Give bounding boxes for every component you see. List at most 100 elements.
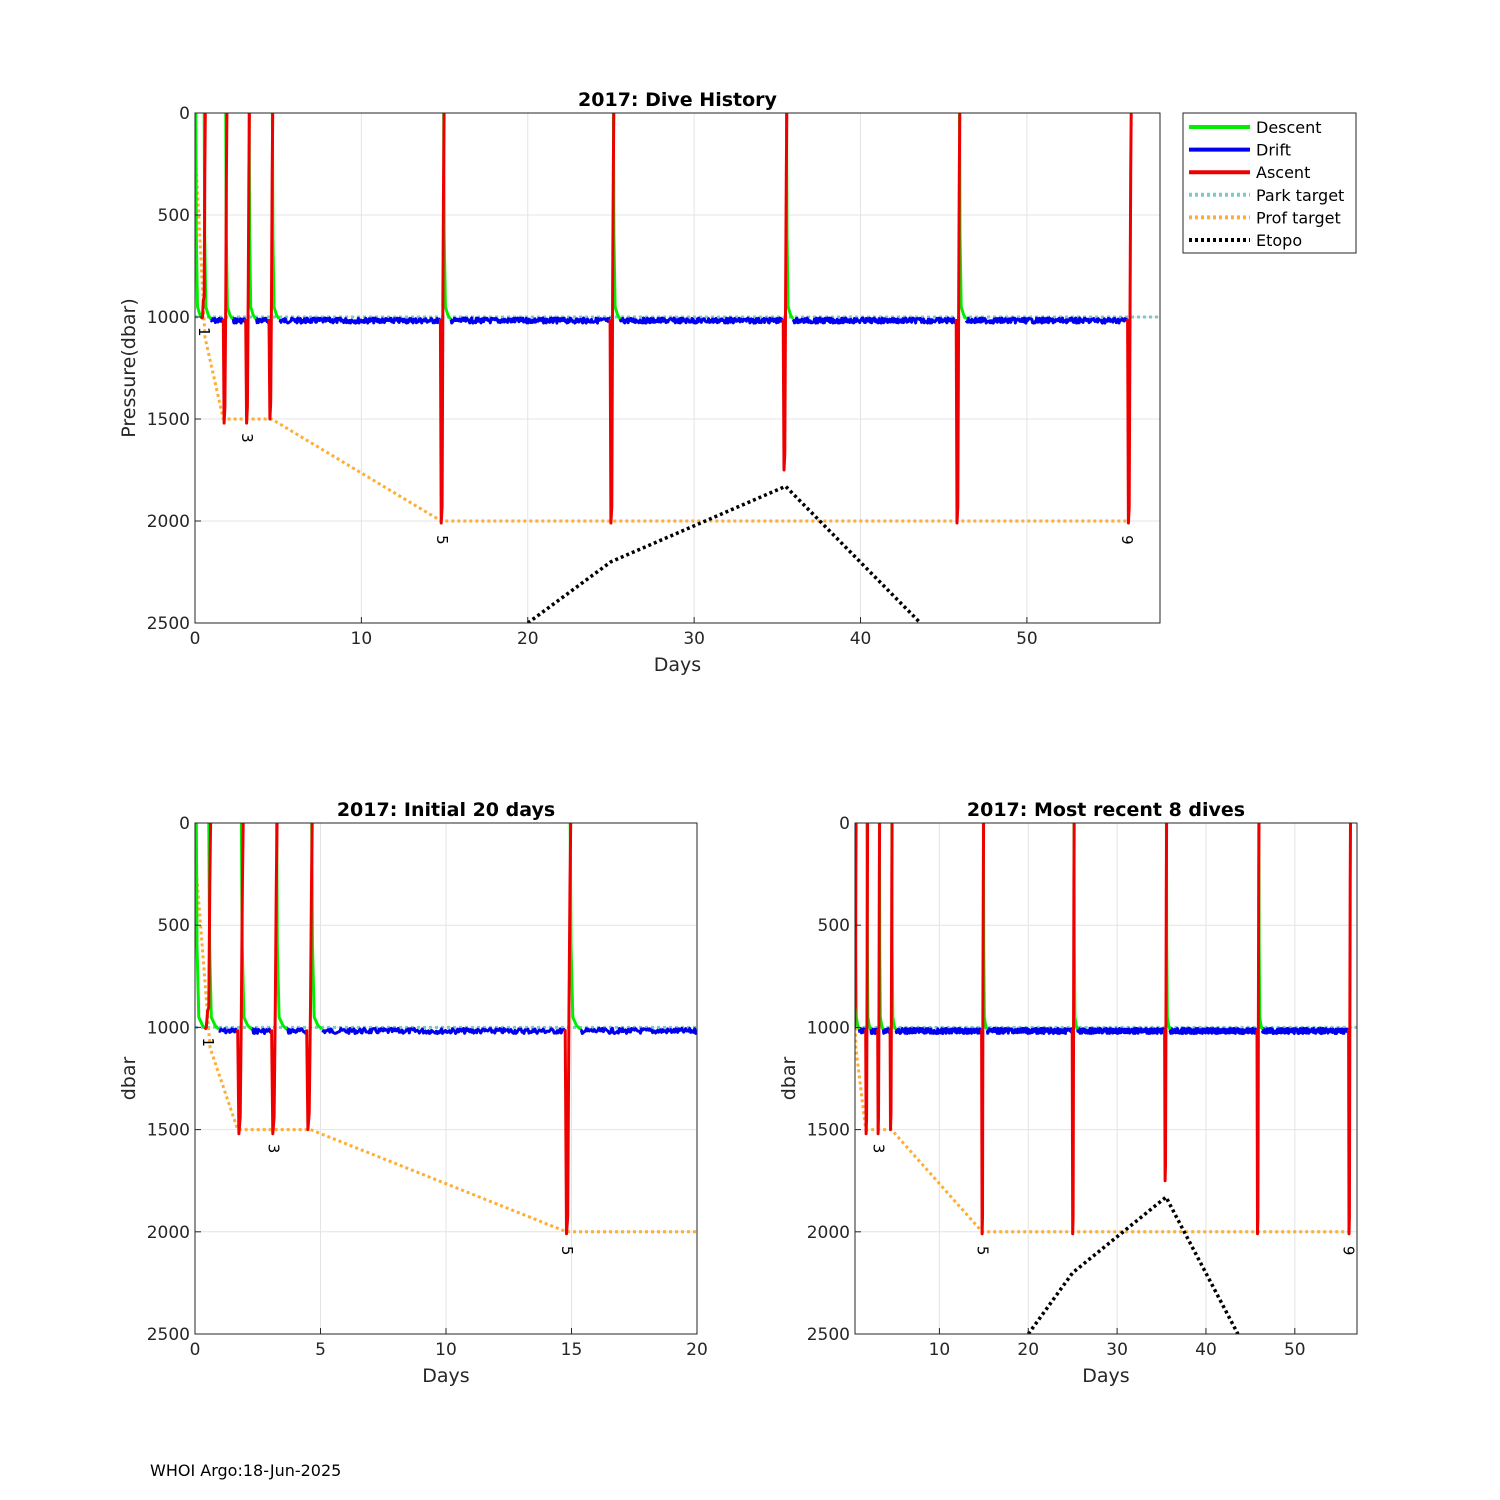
plot-area (855, 823, 1357, 1334)
drift-segment (231, 316, 248, 325)
x-axis-label: Days (654, 654, 701, 676)
x-tick-label: 20 (686, 1340, 708, 1360)
drift-segment (1076, 1026, 1167, 1035)
ascent-segment (200, 113, 207, 320)
dive-number-label: 1 (195, 327, 213, 337)
y-axis-label: dbar (778, 1057, 800, 1101)
y-axis-label: Pressure(dbar) (118, 298, 140, 438)
y-tick-label: 2500 (147, 614, 190, 634)
legend-label: Ascent (1256, 163, 1310, 182)
x-tick-label: 5 (315, 1340, 326, 1360)
ascent-segment (270, 823, 279, 1136)
dive-history-chart: 135 90 10 20 30 40 50050010001500200025002017:… (118, 89, 1161, 676)
dive-number-label: 9 (1118, 535, 1136, 545)
y-tick-label: 2000 (807, 1223, 850, 1243)
etopo-line (1026, 1195, 1240, 1334)
ascent-segment (1070, 823, 1076, 1236)
ascent-segment (954, 113, 962, 525)
descent-segment (611, 113, 622, 320)
ascent-segment (864, 823, 870, 1136)
x-tick-label: 10 (929, 1340, 951, 1360)
drift-segment (1168, 1026, 1259, 1035)
x-tick-label: 50 (1016, 629, 1038, 649)
axes-frame (194, 112, 1161, 624)
x-tick-label: 30 (683, 629, 705, 649)
dive-number-label: 9 (1340, 1246, 1358, 1256)
y-tick-label: 0 (179, 104, 190, 124)
dive-number-label: 5 (974, 1246, 992, 1256)
x-tick-label: 10 (435, 1340, 457, 1360)
descent-segment (247, 113, 257, 320)
drift-segment (964, 316, 1129, 325)
ascent-segment (244, 113, 251, 425)
drift-segment (285, 1027, 309, 1035)
ascent-segment (1163, 823, 1169, 1183)
drift-segment (791, 316, 958, 325)
ascent-segment (980, 823, 986, 1236)
dive-number-label: 3 (870, 1144, 888, 1154)
dive-number-label: 1 (199, 1037, 217, 1047)
descent-segment (568, 823, 582, 1031)
x-tick-label: 40 (850, 629, 872, 649)
drift-segment (1260, 1026, 1350, 1035)
ascent-segment (305, 823, 314, 1132)
drift-segment (1358, 1028, 1500, 1033)
ascent-segment (438, 113, 446, 525)
ascent-segment (781, 113, 789, 472)
descent-segment (785, 113, 795, 320)
y-tick-label: 1000 (147, 1018, 190, 1038)
chart-title: 2017: Most recent 8 dives (967, 799, 1245, 821)
y-axis-label: dbar (118, 1057, 140, 1101)
grid-lines (194, 112, 1160, 624)
drift-segment (254, 316, 271, 325)
y-tick-label: 1500 (807, 1121, 850, 1141)
prof-target-line (195, 143, 1131, 523)
chart-legend: Descent Drift Ascent Park target Prof target… (1182, 112, 1357, 254)
chart-title: 2017: Initial 20 days (337, 799, 555, 821)
ascent-segment (888, 823, 894, 1132)
drift-segment (985, 1026, 1074, 1035)
y-tick-label: 500 (158, 206, 190, 226)
legend-label: Etopo (1256, 231, 1302, 250)
ascent-segment (563, 823, 573, 1236)
dive-number-label: 3 (264, 1144, 282, 1154)
ascent-segment (1347, 823, 1352, 1236)
drift-segment (278, 316, 442, 325)
drift-segment (894, 1026, 984, 1035)
x-tick-label: 50 (1284, 1340, 1306, 1360)
axes-frame (854, 822, 1358, 1335)
ascent-segment (203, 823, 213, 1031)
legend-label: Prof target (1256, 208, 1341, 227)
ascent-segment (236, 823, 245, 1136)
descent-segment (442, 113, 452, 320)
x-tick-label: 0 (190, 1340, 201, 1360)
ascent-segment (608, 113, 616, 525)
x-tick-label: 20 (1017, 1340, 1039, 1360)
x-axis-label: Days (1082, 1365, 1129, 1387)
legend-label: Park target (1256, 186, 1344, 205)
descent-segment (275, 823, 288, 1031)
plot-area (195, 823, 1500, 1334)
y-tick-label: 0 (839, 814, 850, 834)
ascent-segment (1126, 113, 1133, 525)
ascent-segment (221, 113, 229, 425)
legend-label: Descent (1256, 118, 1322, 137)
drift-segment (250, 1027, 273, 1035)
descent-segment (958, 113, 968, 320)
descent-segment (855, 1026, 857, 1030)
descent-segment (195, 823, 208, 1031)
y-tick-label: 2500 (807, 1325, 850, 1345)
y-tick-label: 0 (179, 814, 190, 834)
descent-segment (1086, 823, 1097, 1029)
x-axis-label: Days (422, 1365, 469, 1387)
x-tick-label: 30 (1106, 1340, 1128, 1360)
y-tick-label: 500 (158, 916, 190, 936)
dive-number-label: 5 (433, 535, 451, 545)
drift-segment (579, 1026, 697, 1035)
x-tick-label: 10 (351, 629, 373, 649)
footer-credit: WHOI Argo:18-Jun-2025 (150, 1461, 342, 1480)
y-tick-label: 2000 (147, 1223, 190, 1243)
y-tick-label: 1500 (147, 1121, 190, 1141)
